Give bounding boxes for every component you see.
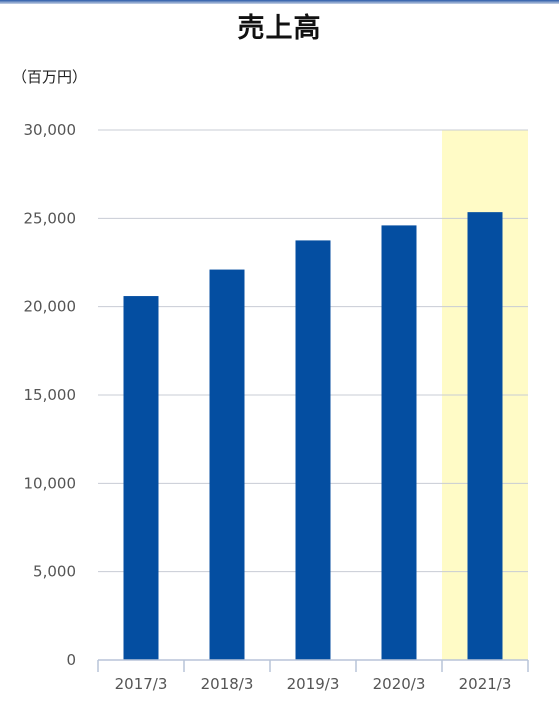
bar-2019-3 [295, 240, 331, 660]
bar-2018-3 [209, 269, 245, 660]
top-border-line [0, 0, 559, 4]
x-tick-label: 2021/3 [459, 675, 512, 693]
y-tick-label: 20,000 [24, 298, 77, 316]
x-tick-label: 2019/3 [287, 675, 340, 693]
x-tick-label: 2018/3 [201, 675, 254, 693]
y-tick-label: 0 [66, 651, 76, 669]
y-tick-label: 30,000 [24, 121, 77, 139]
y-tick-label: 25,000 [24, 209, 77, 227]
y-axis-unit-label: （百万円） [12, 68, 88, 86]
y-tick-label: 5,000 [33, 563, 76, 581]
bar-2020-3 [381, 225, 417, 660]
y-tick-label: 15,000 [24, 386, 77, 404]
chart-title: 売上高 [237, 13, 322, 44]
bar-2017-3 [123, 296, 159, 660]
x-tick-label: 2020/3 [373, 675, 426, 693]
y-tick-label: 10,000 [24, 474, 77, 492]
bar-2021-3 [467, 212, 503, 660]
x-tick-label: 2017/3 [115, 675, 168, 693]
